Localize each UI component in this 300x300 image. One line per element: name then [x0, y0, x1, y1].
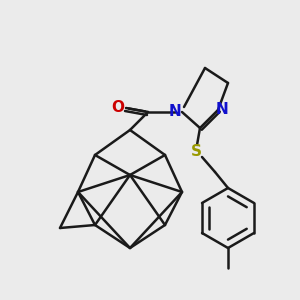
Text: N: N [216, 103, 228, 118]
Text: N: N [169, 104, 182, 119]
Text: O: O [112, 100, 124, 116]
Text: S: S [190, 145, 202, 160]
